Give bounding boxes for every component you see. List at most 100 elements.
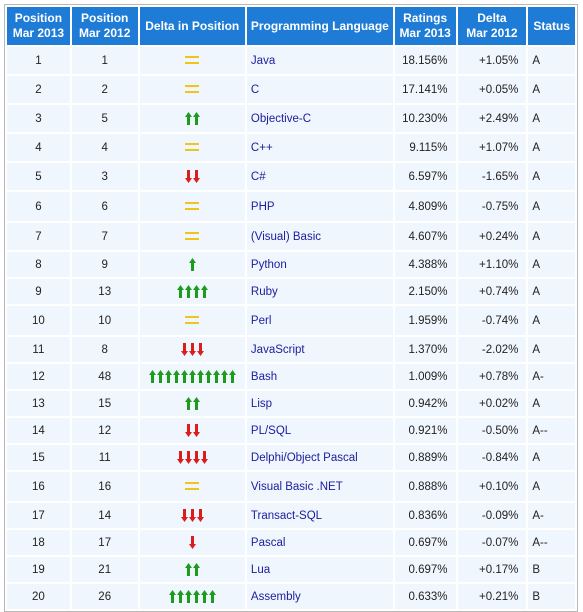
language-cell: Visual Basic .NET [246,472,393,501]
rating-cell: 0.889% [394,445,456,470]
language-cell: Perl [246,306,393,335]
delta-in-position-cell [139,557,245,582]
language-cell: Java [246,47,393,74]
language-cell: Ruby [246,279,393,304]
arrow-down-icon [184,451,192,464]
header-programming-language: Programming Language [246,7,393,45]
arrow-up-icon [184,397,192,410]
arrow-up-icon [172,370,180,383]
table-row: 16 16 Visual Basic .NET 0.888% +0.10% A [7,472,575,501]
rating-cell: 17.141% [394,76,456,103]
delta-cell: -1.65% [457,163,527,190]
status-cell: A-- [528,530,575,555]
language-cell: PHP [246,192,393,221]
down-arrows [176,451,208,464]
equal-icon [185,85,200,94]
header-ratings: Ratings Mar 2013 [394,7,456,45]
up-arrows [184,563,200,576]
header-ratings-line2: Mar 2013 [399,26,451,40]
position-2013-cell: 17 [7,503,70,528]
delta-in-position-cell [139,364,245,389]
header-row: Position Mar 2013 Position Mar 2012 Delt… [7,7,575,45]
delta-cell: -0.75% [457,192,527,221]
position-2012-cell: 6 [71,192,138,221]
down-arrows [184,170,200,183]
delta-in-position-cell [139,163,245,190]
position-2012-cell: 13 [71,279,138,304]
delta-cell: +1.05% [457,47,527,74]
position-2012-cell: 4 [71,134,138,161]
delta-cell: -0.74% [457,306,527,335]
table-row: 8 9 Python 4.388% +1.10% A [7,252,575,277]
equal-icon [185,482,200,491]
arrow-up-icon [184,112,192,125]
position-2013-cell: 6 [7,192,70,221]
language-cell: C [246,76,393,103]
header-position-2013-line2: Mar 2013 [12,26,65,40]
delta-cell: +1.10% [457,252,527,277]
delta-in-position-cell [139,445,245,470]
status-cell: A- [528,503,575,528]
arrow-up-icon [192,590,200,603]
rating-cell: 0.921% [394,418,456,443]
position-2012-cell: 26 [71,584,138,609]
delta-cell: +0.05% [457,76,527,103]
status-cell: A- [528,364,575,389]
status-cell: A [528,134,575,161]
arrow-up-icon [180,370,188,383]
arrow-down-icon [196,343,204,356]
up-arrows [148,370,236,383]
position-2013-cell: 2 [7,76,70,103]
header-status: Status [528,7,575,45]
arrow-down-icon [184,424,192,437]
delta-in-position-cell [139,134,245,161]
rating-cell: 0.697% [394,530,456,555]
delta-in-position-cell [139,584,245,609]
position-2013-cell: 7 [7,223,70,250]
status-cell: B [528,557,575,582]
position-2012-cell: 7 [71,223,138,250]
rating-cell: 4.388% [394,252,456,277]
position-2012-cell: 12 [71,418,138,443]
delta-in-position-cell [139,418,245,443]
language-cell: Lisp [246,391,393,416]
rating-cell: 1.959% [394,306,456,335]
table-row: 5 3 C# 6.597% -1.65% A [7,163,575,190]
arrow-up-icon [204,370,212,383]
table-row: 4 4 C++ 9.115% +1.07% A [7,134,575,161]
table-row: 11 8 JavaScript 1.370% -2.02% A [7,337,575,362]
status-cell: A [528,163,575,190]
status-cell: B [528,584,575,609]
arrow-down-icon [180,343,188,356]
header-ratings-line1: Ratings [403,11,448,25]
rating-cell: 9.115% [394,134,456,161]
language-cell: Python [246,252,393,277]
delta-cell: -0.84% [457,445,527,470]
delta-in-position-cell [139,192,245,221]
header-delta-in-position: Delta in Position [139,7,245,45]
arrow-down-icon [180,509,188,522]
down-arrows [180,509,204,522]
position-2012-cell: 21 [71,557,138,582]
table-row: 15 11 Delphi/Object Pascal 0.889% -0.84% A [7,445,575,470]
delta-cell: +0.02% [457,391,527,416]
up-arrows [168,590,216,603]
position-2013-cell: 20 [7,584,70,609]
tiobe-ranking-table: Position Mar 2013 Position Mar 2012 Delt… [4,4,578,612]
table-row: 9 13 Ruby 2.150% +0.74% A [7,279,575,304]
delta-cell: +1.07% [457,134,527,161]
status-cell: A [528,445,575,470]
position-2013-cell: 19 [7,557,70,582]
position-2013-cell: 11 [7,337,70,362]
arrow-up-icon [208,590,216,603]
arrow-up-icon [168,590,176,603]
arrow-down-icon [188,509,196,522]
arrow-down-icon [188,536,196,549]
language-cell: Transact-SQL [246,503,393,528]
rating-cell: 18.156% [394,47,456,74]
table-row: 13 15 Lisp 0.942% +0.02% A [7,391,575,416]
position-2013-cell: 16 [7,472,70,501]
header-position-2012: Position Mar 2012 [71,7,138,45]
rating-cell: 0.697% [394,557,456,582]
arrow-down-icon [192,170,200,183]
